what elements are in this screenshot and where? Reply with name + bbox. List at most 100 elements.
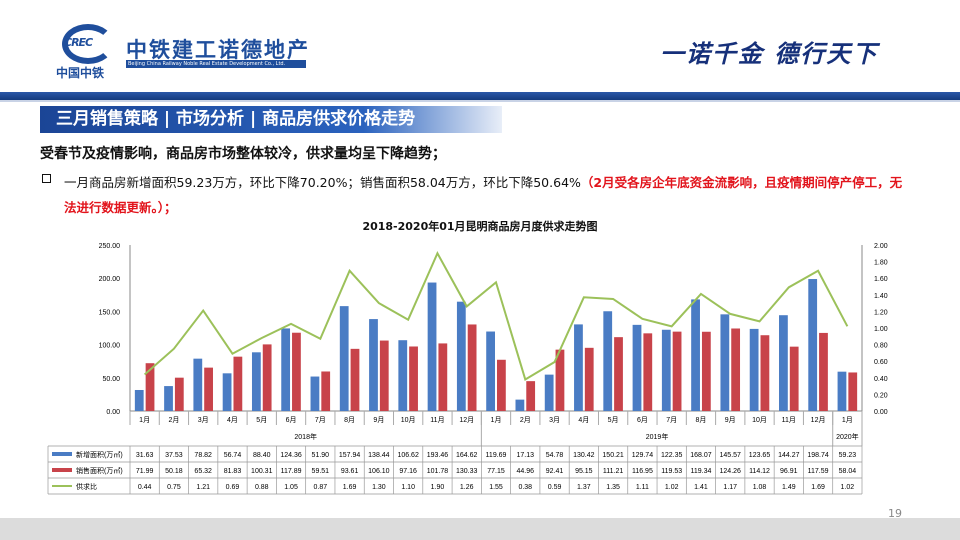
table-cell: 0.38 (518, 484, 532, 491)
table-cell: 100.31 (251, 468, 273, 475)
bar-new-supply (222, 373, 232, 411)
x-tick-label: 1月 (842, 416, 853, 424)
logo-icon (62, 24, 114, 64)
bar-new-supply (251, 352, 261, 411)
bar-new-supply (339, 306, 349, 411)
table-cell: 1.10 (401, 484, 415, 491)
slogan: 一诺千金 德行天下 (660, 39, 879, 68)
right-tick-label: 1.00 (874, 326, 888, 333)
logo-cn: 中国中铁 (56, 66, 105, 80)
x-tick-label: 10月 (752, 416, 767, 424)
table-cell: 1.49 (782, 484, 796, 491)
table-cell: 1.21 (196, 484, 210, 491)
summary-text: 受春节及疫情影响，商品房市场整体较冷，供求量均呈下降趋势； (40, 146, 446, 162)
x-tick-label: 9月 (725, 416, 736, 424)
bar-sales (379, 340, 389, 411)
right-tick-label: 0.60 (874, 359, 888, 366)
x-tick-label: 3月 (549, 416, 560, 424)
table-cell: 1.30 (372, 484, 386, 491)
table-cell: 1.69 (343, 484, 357, 491)
table-cell: 124.36 (280, 452, 302, 459)
right-tick-label: 1.80 (874, 260, 888, 267)
table-cell: 59.23 (839, 452, 857, 459)
bar-sales (555, 349, 565, 411)
table-cell: 1.17 (723, 484, 737, 491)
table-cell: 78.82 (194, 452, 212, 459)
bar-new-supply (310, 376, 320, 411)
x-tick-label: 11月 (782, 416, 796, 424)
table-cell: 116.95 (632, 468, 653, 475)
x-tick-label: 4月 (227, 416, 238, 424)
bar-sales (819, 332, 828, 411)
left-tick-label: 0.00 (106, 409, 120, 416)
legend-label: 销售面积(万㎡) (76, 466, 123, 475)
table-cell: 0.44 (138, 484, 152, 491)
legend-swatch (52, 452, 72, 456)
page-number: 19 (888, 507, 902, 520)
table-cell: 157.94 (339, 452, 361, 459)
bar-new-supply (574, 324, 583, 411)
table-cell: 164.62 (456, 452, 478, 459)
table-cell: 106.10 (368, 468, 390, 475)
bar-new-supply (720, 314, 730, 411)
x-tick-label: 8月 (696, 416, 707, 424)
bar-sales (438, 343, 448, 411)
bar-new-supply (837, 371, 847, 411)
bar-new-supply (808, 279, 818, 411)
bar-sales (467, 324, 477, 411)
bar-sales (145, 363, 155, 411)
table-cell: 31.63 (136, 452, 154, 459)
x-tick-label: 6月 (637, 416, 648, 424)
left-tick-label: 50.00 (102, 376, 120, 383)
bar-new-supply (369, 319, 378, 411)
legend-label: 新增面积(万㎡) (76, 450, 123, 459)
x-tick-label: 7月 (666, 416, 677, 424)
x-tick-label: 6月 (286, 416, 297, 424)
bar-sales (789, 346, 799, 411)
company-name-en: Beijing China Railway Noble Real Estate … (126, 60, 306, 68)
legend-swatch (52, 468, 72, 472)
bar-new-supply (486, 331, 495, 411)
right-tick-label: 0.80 (874, 343, 888, 350)
x-tick-label: 12月 (811, 416, 826, 424)
bar-sales (701, 331, 711, 411)
table-cell: 88.40 (253, 452, 271, 459)
table-cell: 58.04 (839, 468, 857, 475)
bar-new-supply (603, 311, 613, 411)
table-cell: 44.96 (517, 468, 535, 475)
year-label: 2018年 (294, 432, 317, 441)
table-cell: 37.53 (165, 452, 183, 459)
right-tick-label: 0.00 (874, 409, 888, 416)
table-cell: 124.26 (720, 468, 742, 475)
table-cell: 1.26 (460, 484, 474, 491)
footer-bar (0, 518, 960, 540)
table-cell: 168.07 (690, 452, 712, 459)
x-tick-label: 2月 (168, 416, 179, 424)
bar-new-supply (427, 282, 437, 411)
x-tick-label: 3月 (198, 416, 209, 424)
bar-sales (614, 337, 623, 411)
table-cell: 150.21 (602, 452, 624, 459)
table-cell: 117.59 (808, 468, 829, 475)
bar-sales (672, 331, 682, 411)
table-cell: 93.61 (341, 468, 359, 475)
right-tick-label: 0.40 (874, 376, 888, 383)
year-label: 2020年 (836, 432, 859, 441)
table-cell: 54.78 (546, 452, 564, 459)
table-cell: 117.89 (281, 468, 302, 475)
left-tick-label: 200.00 (99, 276, 121, 283)
right-tick-label: 0.20 (874, 392, 888, 399)
table-cell: 130.42 (573, 452, 595, 459)
table-cell: 96.91 (780, 468, 798, 475)
x-tick-label: 12月 (459, 416, 474, 424)
table-cell: 77.15 (487, 468, 505, 475)
detail-note: （2月受各房企年底资金流影响，且疫情期间停产停工，无法进行数据更新。）； (64, 175, 903, 215)
bar-sales (848, 372, 858, 411)
x-tick-label: 4月 (578, 416, 589, 424)
table-cell: 0.69 (226, 484, 240, 491)
legend-label: 供求比 (76, 482, 97, 491)
bar-sales (262, 344, 272, 411)
x-tick-label: 2月 (520, 416, 531, 424)
table-cell: 119.34 (691, 468, 712, 475)
bar-new-supply (661, 329, 671, 411)
